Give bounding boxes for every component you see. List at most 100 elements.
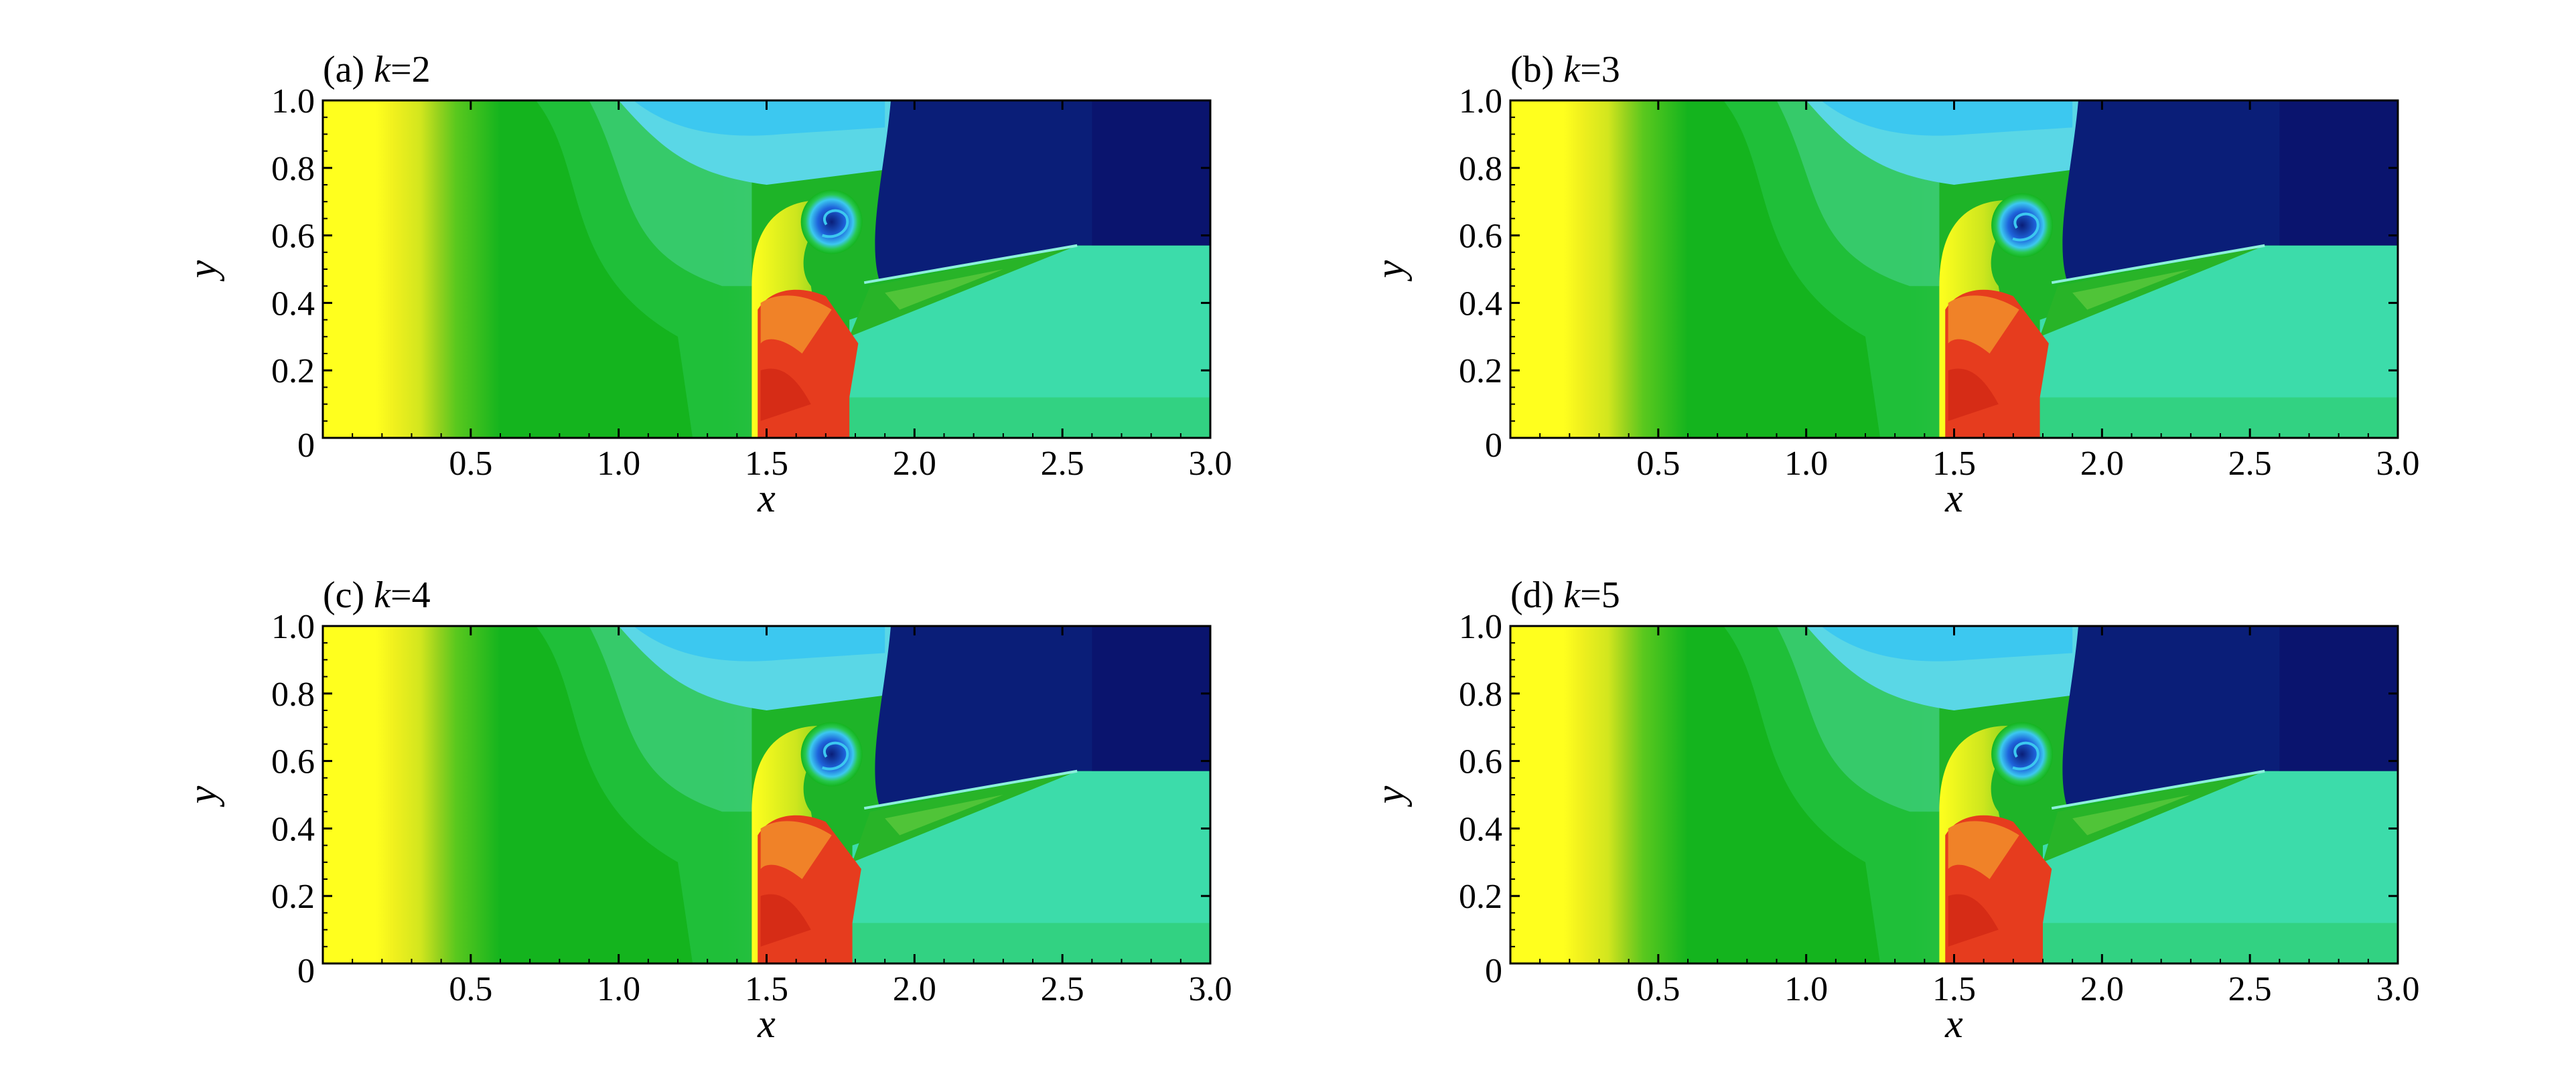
panel-label: (a) bbox=[323, 49, 374, 90]
x-tick-label: 2.5 bbox=[1041, 970, 1084, 1008]
slip-wedge-highlight bbox=[2072, 269, 2191, 310]
x-tick-label: 2.5 bbox=[2228, 970, 2272, 1008]
field-plot bbox=[323, 626, 1210, 963]
y-tick-label: 0 bbox=[297, 426, 315, 465]
param-value: =4 bbox=[390, 574, 431, 616]
y-tick-label: 1.0 bbox=[1459, 82, 1502, 121]
y-tick-label: 0.2 bbox=[1459, 878, 1502, 916]
y-axis-label: y bbox=[180, 260, 224, 282]
x-axis-label: x bbox=[757, 476, 776, 520]
x-tick-label: 0.5 bbox=[1636, 970, 1680, 1008]
panel-title: (d) k=5 bbox=[1510, 574, 1620, 616]
teal-region-lower bbox=[852, 923, 1210, 963]
navy-region-dark bbox=[1092, 626, 1210, 771]
y-axis-label: y bbox=[180, 785, 224, 807]
slip-wedge bbox=[849, 245, 1078, 337]
vortex-spiral bbox=[2012, 741, 2040, 771]
y-tick-label: 0.6 bbox=[1459, 218, 1502, 256]
vortex bbox=[1991, 193, 2054, 258]
y-tick-label: 0.6 bbox=[1459, 743, 1502, 781]
x-tick-label: 1.5 bbox=[1932, 445, 1976, 483]
y-tick-label: 1.0 bbox=[271, 82, 315, 121]
slip-wedge-highlight bbox=[2072, 795, 2191, 836]
vortex-spiral bbox=[821, 741, 849, 771]
field-plot bbox=[1510, 100, 2398, 438]
y-tick-label: 1.0 bbox=[271, 608, 315, 646]
slip-line bbox=[2051, 769, 2265, 810]
slip-line bbox=[863, 769, 1078, 810]
field-plot bbox=[1510, 626, 2398, 963]
y-tick-label: 0.8 bbox=[1459, 150, 1502, 188]
x-tick-label: 2.0 bbox=[2080, 445, 2124, 483]
y-tick-label: 0 bbox=[1485, 952, 1502, 990]
x-tick-label: 2.5 bbox=[2228, 445, 2272, 483]
contour-band bbox=[1820, 100, 2073, 136]
teal-region-lower bbox=[2040, 397, 2398, 438]
x-tick-label: 3.0 bbox=[1189, 970, 1232, 1008]
dark-red-region bbox=[760, 894, 811, 947]
y-tick-label: 0.4 bbox=[1459, 810, 1502, 848]
y-tick-label: 0 bbox=[297, 952, 315, 990]
panel-title: (c) k=4 bbox=[323, 574, 431, 616]
y-tick-label: 0.8 bbox=[271, 150, 315, 188]
x-tick-label: 1.0 bbox=[1784, 970, 1828, 1008]
slip-wedge-highlight bbox=[885, 795, 1003, 836]
vortex-spiral bbox=[2012, 212, 2040, 242]
y-tick-label: 0.2 bbox=[271, 878, 315, 916]
y-axis-label: y bbox=[1368, 260, 1412, 282]
orange-region bbox=[760, 295, 832, 354]
x-tick-label: 1.5 bbox=[745, 445, 788, 483]
y-tick-label: 0.8 bbox=[271, 676, 315, 714]
param-name: k bbox=[1563, 574, 1581, 616]
param-value: =3 bbox=[1580, 49, 1620, 90]
y-tick-label: 0.2 bbox=[1459, 352, 1502, 390]
orange-region bbox=[1948, 821, 2019, 879]
teal-region-lower bbox=[2043, 923, 2398, 963]
navy-region-dark bbox=[1092, 100, 1210, 246]
x-tick-label: 1.5 bbox=[745, 970, 788, 1008]
y-tick-label: 0.8 bbox=[1459, 676, 1502, 714]
param-value: =5 bbox=[1580, 574, 1620, 616]
contour-band bbox=[1820, 626, 2073, 662]
panel-title: (b) k=3 bbox=[1510, 49, 1620, 90]
x-tick-label: 1.5 bbox=[1932, 970, 1976, 1008]
panel-a: 0.5 1.0 1.5 2.0 2.5 3.0 0 0.2 0.4 0.6 0.8 1.0 x y (a) … bbox=[180, 49, 1232, 520]
panel-title: (a) k=2 bbox=[323, 49, 431, 90]
x-tick-label: 2.0 bbox=[893, 970, 936, 1008]
x-tick-label: 3.0 bbox=[1189, 445, 1232, 483]
navy-region-dark bbox=[2279, 626, 2398, 771]
teal-region-lower bbox=[849, 397, 1210, 438]
x-tick-label: 1.0 bbox=[1784, 445, 1828, 483]
vortex-spiral bbox=[821, 209, 849, 238]
slip-line bbox=[2051, 244, 2265, 285]
panel-b: 0.5 1.0 1.5 2.0 2.5 3.0 0 0.2 0.4 0.6 0.8 1.0 x y (b) … bbox=[1368, 49, 2420, 520]
vortex bbox=[1991, 722, 2054, 787]
param-value: =2 bbox=[390, 49, 431, 90]
orange-region bbox=[760, 821, 832, 879]
x-tick-label: 0.5 bbox=[1636, 445, 1680, 483]
vortex bbox=[800, 189, 863, 254]
panel-d: 0.5 1.0 1.5 2.0 2.5 3.0 0 0.2 0.4 0.6 0.8 1.0 x y (d) … bbox=[1368, 574, 2420, 1046]
slip-wedge bbox=[2043, 771, 2265, 862]
param-name: k bbox=[1563, 49, 1581, 90]
y-tick-label: 0.6 bbox=[271, 743, 315, 781]
panel-label: (d) bbox=[1510, 574, 1563, 616]
y-axis-label: y bbox=[1368, 785, 1412, 807]
x-tick-label: 2.0 bbox=[2080, 970, 2124, 1008]
vortex bbox=[800, 722, 863, 787]
contour-band bbox=[633, 100, 885, 136]
x-tick-label: 3.0 bbox=[2376, 970, 2420, 1008]
param-name: k bbox=[374, 574, 391, 616]
x-tick-label: 2.0 bbox=[893, 445, 936, 483]
field-plot bbox=[323, 100, 1210, 438]
x-tick-label: 1.0 bbox=[597, 445, 640, 483]
slip-wedge-highlight bbox=[885, 269, 1003, 310]
param-name: k bbox=[374, 49, 391, 90]
x-axis-label: x bbox=[757, 1002, 776, 1046]
dark-red-region bbox=[1948, 368, 1999, 421]
panel-label: (b) bbox=[1510, 49, 1563, 90]
y-tick-label: 0.4 bbox=[271, 285, 315, 323]
x-axis-label: x bbox=[1944, 1002, 1963, 1046]
slip-wedge bbox=[2040, 245, 2265, 337]
y-tick-label: 0 bbox=[1485, 426, 1502, 465]
